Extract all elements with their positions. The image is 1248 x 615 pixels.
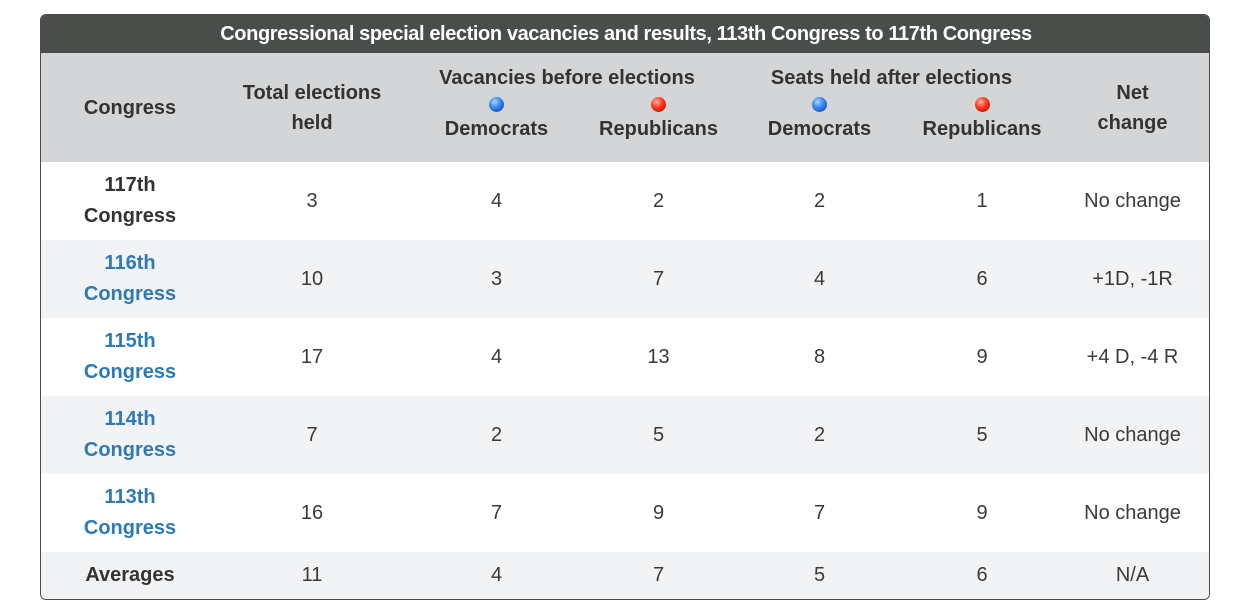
vac-rep-cell: 7	[588, 552, 729, 599]
congress-label-line1: 117th	[104, 174, 156, 196]
seat-rep-cell: 5	[910, 396, 1054, 474]
header-seat-democrats-label: Democrats	[767, 118, 872, 140]
header-net-change: Net change	[1054, 53, 1209, 162]
seat-dem-cell: 2	[813, 189, 826, 212]
table-row: 113th Congress 16 7 9 7 9 No change	[41, 474, 1209, 552]
header-total-elections: Total elections held	[219, 53, 405, 162]
vac-rep-cell: 9	[652, 501, 665, 524]
header-net-line1: Net	[1116, 81, 1149, 104]
congress-label-line1[interactable]: 113th	[104, 486, 156, 508]
vac-rep-cell: 13	[647, 345, 670, 368]
congress-label-line1[interactable]: 114th	[104, 408, 156, 430]
vac-dem-cell: 4	[490, 189, 503, 212]
table-row: 115th Congress 17 4 13 8 9 +4 D, -4 R	[41, 318, 1209, 396]
header-vac-democrats: Democrats	[405, 93, 588, 162]
vac-rep-cell: 2	[652, 189, 665, 212]
table-row: 117th Congress 3 4 2 2 1 No change	[41, 162, 1209, 240]
congress-label-line2: Congress	[83, 205, 177, 227]
vac-dem-cell: 2	[405, 396, 588, 474]
net-change-cell: No change	[1054, 396, 1209, 474]
header-vac-republicans: Republicans	[588, 93, 729, 162]
header-vac-democrats-label: Democrats	[444, 118, 549, 140]
vac-dem-cell: 3	[405, 240, 588, 318]
header-seats-group: Seats held after elections	[729, 53, 1054, 93]
averages-row: Averages 11 4 7 5 6 N/A	[41, 552, 1209, 599]
seat-rep-cell: 9	[976, 501, 988, 524]
congress-cell: 117th Congress	[41, 162, 219, 240]
congress-label-line1[interactable]: 116th	[104, 252, 156, 274]
congress-link-113th[interactable]: 113th Congress	[41, 474, 219, 552]
vac-dem-cell: 7	[490, 501, 503, 524]
congress-link-115th[interactable]: 115th Congress	[41, 318, 219, 396]
congress-label-line2[interactable]: Congress	[83, 361, 177, 383]
republican-dot-icon	[974, 97, 990, 112]
seat-rep-cell: 6	[910, 240, 1054, 318]
vac-dem-cell: 4	[405, 552, 588, 599]
header-seat-republicans-label: Republicans	[922, 118, 1042, 140]
header-total-line1: Total elections	[242, 81, 382, 104]
special-elections-table: Congressional special election vacancies…	[40, 14, 1210, 600]
header-seat-democrats: Democrats	[729, 93, 910, 162]
seat-rep-cell: 1	[976, 189, 988, 212]
net-change-cell: N/A	[1054, 552, 1209, 599]
total-cell: 11	[219, 552, 405, 599]
seat-dem-cell: 8	[813, 345, 826, 368]
total-cell: 16	[300, 501, 324, 524]
net-change-cell: No change	[1084, 189, 1181, 212]
congress-link-114th[interactable]: 114th Congress	[41, 396, 219, 474]
total-cell: 7	[219, 396, 405, 474]
seat-dem-cell: 2	[729, 396, 910, 474]
congress-link-116th[interactable]: 116th Congress	[41, 240, 219, 318]
democrat-dot-icon	[489, 97, 504, 112]
header-vacancies-group: Vacancies before elections	[405, 53, 729, 93]
seat-rep-cell: 9	[976, 345, 988, 368]
seat-dem-cell: 5	[729, 552, 910, 599]
averages-label: Averages	[41, 552, 219, 599]
vac-dem-cell: 4	[490, 345, 503, 368]
vac-rep-cell: 5	[588, 396, 729, 474]
seat-dem-cell: 7	[813, 501, 826, 524]
total-cell: 17	[300, 345, 324, 368]
header-total-line2: held	[291, 111, 333, 134]
results-table: Congressional special election vacancies…	[41, 15, 1209, 599]
net-change-cell: No change	[1084, 501, 1181, 524]
table-title: Congressional special election vacancies…	[41, 15, 1209, 53]
congress-label-line2[interactable]: Congress	[83, 283, 177, 305]
table-row: 114th Congress 7 2 5 2 5 No change	[41, 396, 1209, 474]
seat-dem-cell: 4	[729, 240, 910, 318]
democrat-dot-icon	[812, 97, 827, 112]
header-net-line2: change	[1097, 111, 1168, 134]
net-change-cell: +1D, -1R	[1054, 240, 1209, 318]
congress-label-line2[interactable]: Congress	[83, 439, 177, 461]
republican-dot-icon	[651, 97, 666, 112]
header-congress: Congress	[41, 53, 219, 162]
header-seat-republicans: Republicans	[910, 93, 1054, 162]
table-row: 116th Congress 10 3 7 4 6 +1D, -1R	[41, 240, 1209, 318]
congress-label-line1[interactable]: 115th	[104, 330, 156, 352]
vac-rep-cell: 7	[588, 240, 729, 318]
net-change-cell: +4 D, -4 R	[1086, 345, 1179, 368]
total-cell: 10	[219, 240, 405, 318]
header-vac-republicans-label: Republicans	[599, 118, 718, 140]
congress-label-line2[interactable]: Congress	[83, 517, 177, 539]
seat-rep-cell: 6	[910, 552, 1054, 599]
total-cell: 3	[306, 189, 318, 212]
